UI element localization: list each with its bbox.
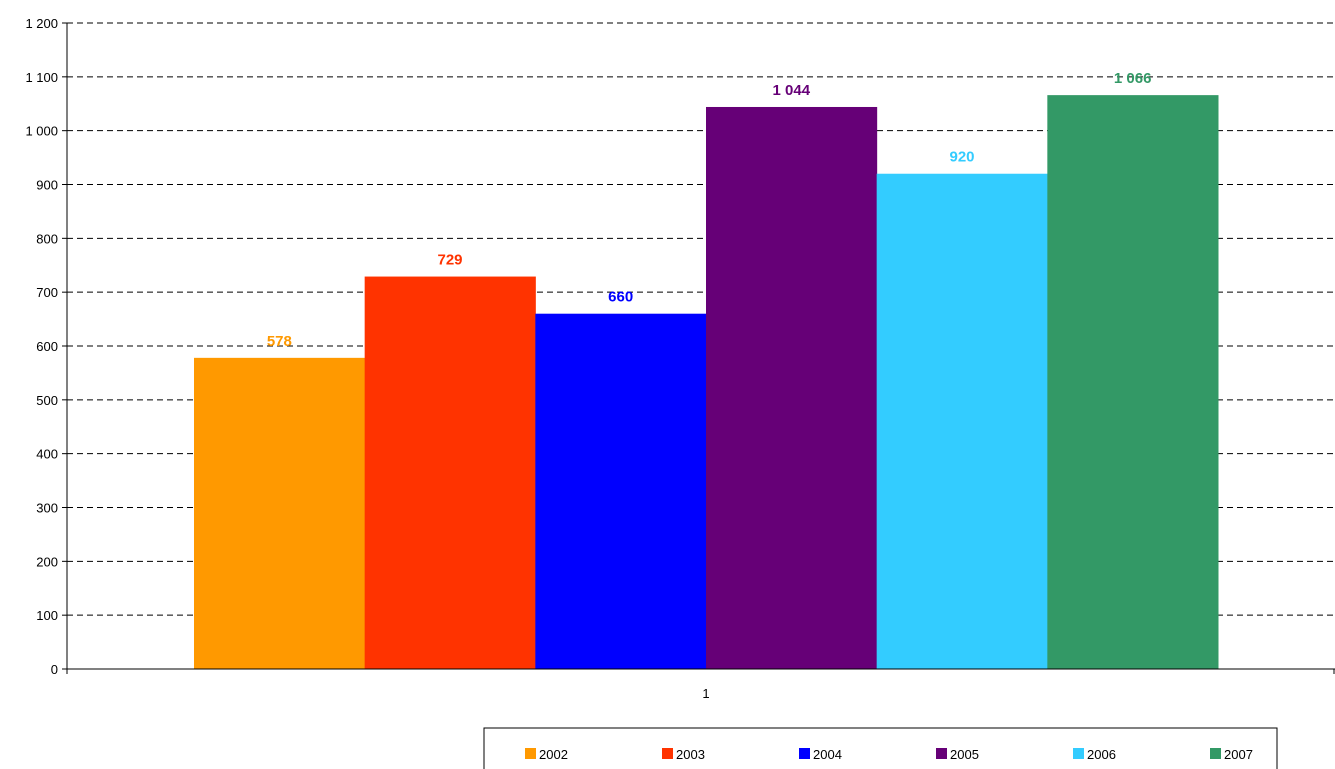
y-tick-label: 1 200	[25, 16, 58, 31]
y-tick-label: 1 000	[25, 124, 58, 139]
data-label-2003: 729	[437, 252, 462, 269]
x-tick-labels: 1	[702, 686, 709, 701]
legend-swatch-2005	[936, 748, 947, 759]
legend-label-2007: 2007	[1224, 747, 1253, 762]
y-tick-label: 200	[36, 554, 58, 569]
data-label-2002: 578	[267, 333, 292, 350]
data-labels: 578 729 660 1 044 920 1 066	[267, 70, 1152, 350]
legend-swatch-2003	[662, 748, 673, 759]
bar-2007	[1047, 95, 1219, 670]
y-tick-label: 600	[36, 339, 58, 354]
y-tick-label: 800	[36, 231, 58, 246]
bar-2005	[706, 106, 878, 670]
y-tick-label: 300	[36, 501, 58, 516]
legend-swatch-2007	[1210, 748, 1221, 759]
legend-swatch-2004	[799, 748, 810, 759]
legend-label-2002: 2002	[539, 747, 568, 762]
legend-swatch-2002	[525, 748, 536, 759]
legend-label-2003: 2003	[676, 747, 705, 762]
data-label-2005: 1 044	[773, 82, 811, 99]
bar-2002	[194, 357, 366, 669]
legend-label-2006: 2006	[1087, 747, 1116, 762]
axes	[62, 22, 1335, 674]
bar-2004	[535, 313, 707, 669]
y-tick-label: 500	[36, 393, 58, 408]
y-tick-label: 700	[36, 285, 58, 300]
bars	[194, 95, 1219, 670]
y-tick-labels: 0 100 200 300 400 500 600 700 800 900 1 000 1 100 1 …	[25, 16, 58, 677]
legend-swatch-2006	[1073, 748, 1084, 759]
bar-2006	[876, 173, 1048, 669]
data-label-2007: 1 066	[1114, 70, 1152, 87]
bar-2003	[364, 276, 536, 669]
legend-label-2004: 2004	[813, 747, 842, 762]
y-tick-label: 400	[36, 447, 58, 462]
y-tick-label: 900	[36, 178, 58, 193]
data-label-2004: 660	[608, 289, 633, 306]
x-tick-label: 1	[702, 686, 709, 701]
y-tick-label: 100	[36, 608, 58, 623]
legend-box	[483, 727, 1278, 769]
legend: 2002 2003 2004 2005 2006 2007	[483, 727, 1278, 769]
legend-label-2005: 2005	[950, 747, 979, 762]
y-tick-label: 1 100	[25, 70, 58, 85]
y-tick-label: 0	[51, 662, 58, 677]
data-label-2006: 920	[949, 149, 974, 166]
